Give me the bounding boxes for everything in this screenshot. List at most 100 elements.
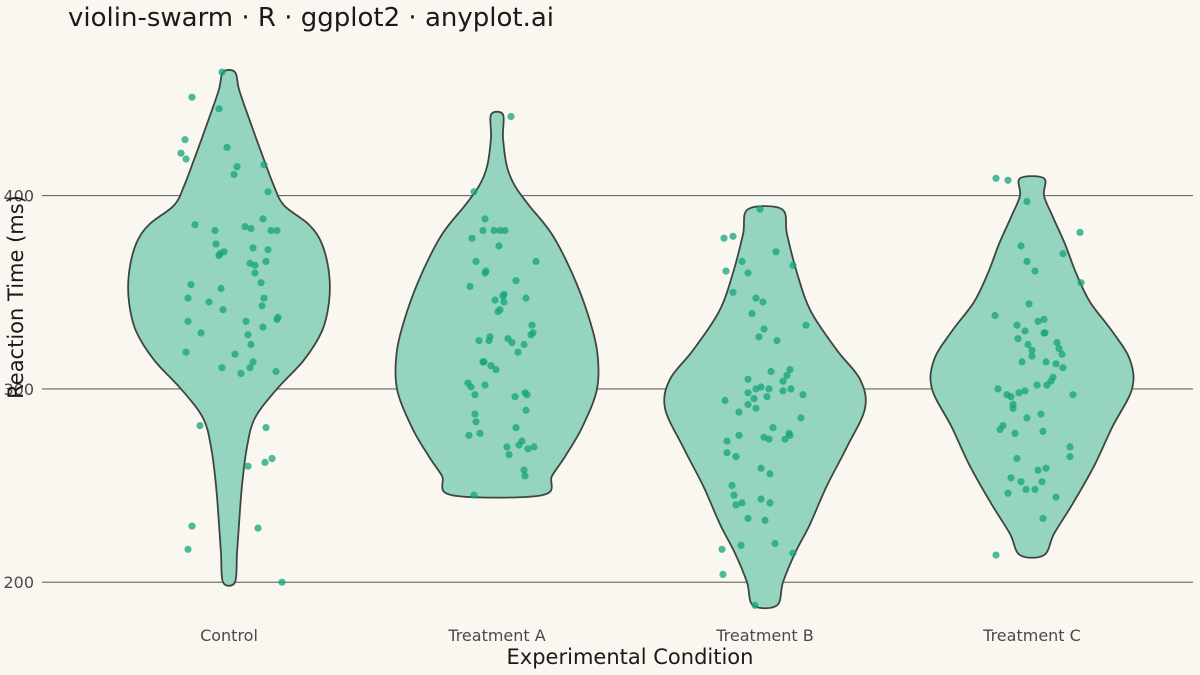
data-point-control-19: [249, 244, 257, 252]
data-point-treatment-b-33: [735, 408, 743, 416]
data-point-treatment-c-40: [1037, 410, 1045, 418]
data-point-treatment-a-8: [495, 242, 503, 250]
data-point-treatment-c-2: [1023, 197, 1031, 206]
data-point-treatment-a-21: [494, 308, 502, 316]
data-point-control-39: [184, 317, 192, 325]
data-point-treatment-c-0: [992, 174, 1000, 182]
data-point-treatment-b-26: [744, 389, 752, 397]
data-point-treatment-b-46: [766, 470, 774, 478]
data-point-treatment-c-17: [1014, 335, 1022, 343]
data-point-treatment-c-56: [1004, 489, 1012, 497]
data-point-control-15: [267, 226, 275, 235]
data-point-treatment-c-52: [1038, 478, 1046, 486]
data-point-treatment-b-10: [759, 298, 767, 306]
data-point-treatment-a-54: [505, 451, 513, 459]
x-axis-label: Experimental Condition: [507, 645, 754, 669]
data-point-treatment-b-19: [744, 375, 752, 383]
data-point-treatment-b-59: [719, 570, 727, 579]
data-point-treatment-c-5: [1059, 250, 1067, 258]
data-point-treatment-c-54: [1031, 485, 1039, 493]
data-point-treatment-b-40: [765, 435, 773, 443]
data-point-treatment-b-44: [732, 453, 740, 461]
data-point-treatment-a-13: [512, 277, 520, 285]
data-point-control-20: [264, 246, 272, 254]
data-point-control-17: [211, 226, 219, 235]
data-point-treatment-c-14: [1021, 327, 1029, 335]
data-point-control-18: [212, 240, 220, 248]
x-tick-labels: Control Treatment A Treatment B Treatment C: [200, 626, 1081, 645]
data-point-treatment-a-51: [503, 443, 511, 451]
x-tick-label-control: Control: [200, 626, 258, 645]
data-point-treatment-c-18: [1053, 339, 1061, 347]
data-point-treatment-b-38: [735, 431, 743, 439]
data-point-treatment-a-41: [523, 391, 531, 399]
data-point-control-0: [218, 68, 226, 76]
data-point-treatment-b-54: [761, 516, 769, 524]
data-point-treatment-b-22: [752, 385, 760, 393]
data-point-control-57: [254, 524, 262, 532]
data-point-treatment-a-4: [479, 226, 487, 235]
data-point-treatment-b-49: [757, 495, 765, 503]
chart-title: violin-swarm · R · ggplot2 · anyplot.ai: [68, 3, 554, 33]
data-point-control-5: [177, 149, 185, 157]
data-point-treatment-c-22: [1058, 350, 1066, 358]
data-point-treatment-c-41: [1023, 414, 1031, 422]
data-point-treatment-c-50: [1034, 466, 1042, 474]
data-point-treatment-b-27: [799, 391, 807, 399]
data-point-control-52: [262, 424, 270, 432]
data-point-treatment-a-56: [521, 472, 529, 480]
data-point-treatment-b-52: [732, 501, 740, 509]
data-point-treatment-b-25: [779, 387, 787, 395]
data-point-control-41: [197, 329, 205, 337]
data-point-treatment-b-42: [723, 437, 731, 445]
data-point-treatment-b-14: [755, 333, 763, 341]
data-point-treatment-b-3: [772, 248, 780, 256]
data-point-treatment-b-13: [760, 325, 768, 333]
data-point-treatment-b-37: [786, 431, 794, 439]
data-point-treatment-a-45: [472, 418, 480, 426]
data-point-treatment-c-43: [996, 425, 1004, 434]
data-point-treatment-b-32: [752, 404, 760, 412]
data-point-control-48: [246, 364, 254, 372]
data-points: [177, 68, 1085, 609]
data-point-treatment-b-56: [737, 541, 745, 550]
data-point-treatment-a-14: [466, 282, 474, 291]
data-point-treatment-a-35: [492, 366, 500, 374]
data-point-treatment-a-22: [528, 321, 536, 329]
data-point-treatment-a-2: [481, 215, 489, 223]
data-point-treatment-b-55: [771, 539, 779, 548]
data-point-treatment-a-19: [500, 298, 508, 306]
data-point-treatment-b-6: [722, 267, 730, 275]
data-point-control-34: [258, 302, 266, 310]
data-point-control-4: [223, 143, 231, 151]
data-point-treatment-a-31: [514, 348, 522, 356]
data-point-treatment-b-4: [738, 257, 746, 265]
data-point-treatment-c-30: [1043, 381, 1051, 389]
data-point-treatment-b-28: [763, 393, 771, 401]
data-point-treatment-b-16: [786, 366, 794, 374]
data-point-control-59: [278, 578, 286, 586]
data-point-treatment-c-36: [1069, 391, 1077, 399]
data-point-treatment-a-5: [501, 226, 509, 235]
data-point-treatment-a-30: [520, 340, 528, 349]
y-tick-label-300: 300: [3, 380, 34, 399]
data-point-treatment-a-29: [508, 339, 516, 347]
data-point-treatment-b-30: [721, 396, 729, 405]
data-point-treatment-c-1: [1004, 176, 1012, 184]
data-point-treatment-a-52: [530, 443, 538, 451]
violin-treatment-c: [929, 175, 1135, 559]
data-point-treatment-b-43: [723, 449, 731, 457]
data-point-treatment-b-48: [730, 491, 738, 499]
data-point-control-46: [249, 358, 257, 366]
data-point-control-33: [205, 298, 213, 306]
data-point-treatment-c-34: [1015, 389, 1023, 397]
data-point-treatment-a-12: [481, 269, 489, 277]
data-point-treatment-a-50: [515, 441, 523, 449]
data-point-treatment-c-32: [994, 385, 1002, 393]
data-point-treatment-c-47: [1066, 453, 1074, 461]
data-point-control-24: [262, 257, 270, 265]
data-point-treatment-b-2: [729, 232, 737, 240]
data-point-treatment-a-42: [511, 393, 519, 401]
data-point-treatment-b-51: [766, 499, 774, 507]
